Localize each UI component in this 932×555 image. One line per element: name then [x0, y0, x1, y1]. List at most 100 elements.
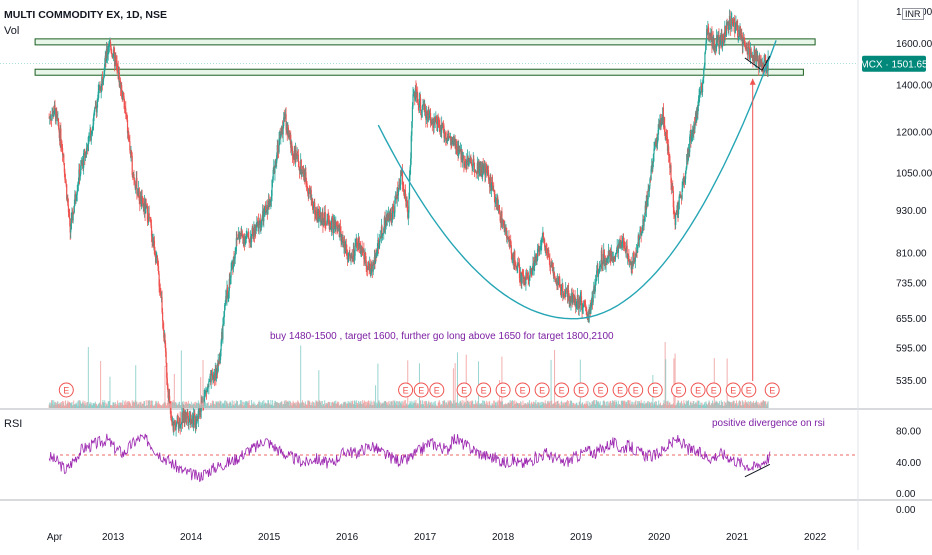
volume-bar: [615, 400, 617, 408]
volume-bar: [132, 401, 134, 408]
candle: [553, 273, 556, 278]
volume-bar: [549, 401, 551, 408]
volume-bar: [390, 401, 392, 408]
volume-bar: [659, 404, 661, 408]
volume-bar: [659, 402, 661, 408]
volume-bar: [526, 404, 528, 408]
earnings-marker: [690, 382, 706, 398]
candle: [77, 182, 79, 185]
volume-bar: [495, 401, 497, 408]
candle: [54, 104, 56, 109]
volume-bar: [575, 402, 577, 408]
candle: [473, 162, 476, 171]
volume-bar: [726, 358, 728, 408]
candle: [584, 303, 587, 309]
volume-bar: [317, 401, 319, 408]
volume-bar: [341, 404, 343, 408]
candle: [61, 146, 63, 149]
volume-bar: [68, 401, 70, 408]
candle: [602, 260, 604, 265]
earnings-marker-label: E: [403, 386, 409, 396]
volume-bar: [445, 402, 447, 408]
candle: [702, 77, 704, 83]
volume-bar: [92, 402, 94, 408]
volume-bar: [94, 403, 96, 408]
candle: [366, 266, 368, 269]
volume-bar: [317, 402, 319, 408]
volume-bar: [215, 401, 217, 408]
volume-bar: [747, 403, 749, 408]
candle: [682, 181, 684, 189]
volume-bar: [337, 403, 339, 408]
volume-bar: [255, 405, 257, 408]
candle: [408, 199, 410, 213]
candle: [472, 166, 474, 169]
volume-bar: [64, 405, 66, 408]
candle: [638, 235, 640, 241]
volume-bar: [276, 402, 278, 408]
volume-bar: [180, 350, 182, 408]
volume-bar: [558, 403, 560, 408]
volume-bar: [345, 401, 347, 408]
volume-bar: [703, 405, 705, 408]
volume-bar: [529, 403, 531, 408]
candle: [576, 303, 578, 305]
volume-bar: [343, 401, 345, 408]
candle: [721, 34, 723, 48]
candle: [303, 172, 305, 176]
volume-bar: [764, 401, 766, 408]
volume-bar: [545, 403, 547, 408]
candle: [760, 60, 762, 66]
candle: [704, 50, 707, 53]
candle: [363, 249, 365, 260]
candle: [280, 127, 282, 136]
volume-bar: [273, 405, 275, 408]
volume-bar: [747, 401, 749, 408]
volume-bar: [563, 402, 565, 408]
volume-bar: [114, 402, 116, 408]
volume-bar: [661, 405, 663, 408]
volume-bar: [462, 404, 464, 408]
volume-bar: [616, 403, 618, 408]
volume-bar: [50, 400, 52, 408]
candle: [453, 140, 455, 145]
candle: [320, 212, 322, 223]
volume-bar: [524, 402, 526, 408]
volume-bar: [695, 403, 697, 408]
volume-bar: [218, 402, 220, 408]
volume-bar: [538, 405, 540, 408]
volume-bar: [193, 403, 195, 408]
volume-bar: [690, 405, 692, 408]
volume-bar: [530, 405, 532, 408]
candle: [321, 221, 323, 223]
volume-bar: [391, 401, 393, 408]
candle: [548, 257, 550, 261]
candle: [369, 263, 371, 274]
volume-bar: [623, 401, 625, 408]
volume-bar: [307, 400, 309, 408]
volume-bar: [647, 404, 649, 408]
candle: [501, 211, 503, 223]
candle: [64, 172, 66, 180]
currency-label[interactable]: INR: [902, 8, 924, 20]
candle: [488, 177, 490, 180]
volume-bar: [548, 402, 550, 408]
volume-bar: [186, 401, 188, 408]
volume-bar: [420, 400, 422, 408]
volume-bar: [502, 401, 504, 408]
candle: [722, 34, 724, 44]
volume-bar: [521, 405, 523, 408]
volume-bar: [612, 402, 614, 408]
candle: [518, 263, 521, 279]
volume-bar: [402, 401, 404, 408]
volume-bar: [567, 405, 569, 408]
volume-bar: [585, 401, 587, 408]
volume-bar: [526, 404, 527, 408]
candle: [665, 133, 667, 137]
volume-bar: [393, 400, 395, 408]
candle: [67, 205, 70, 213]
candle: [582, 307, 584, 312]
volume-bar: [277, 403, 279, 408]
